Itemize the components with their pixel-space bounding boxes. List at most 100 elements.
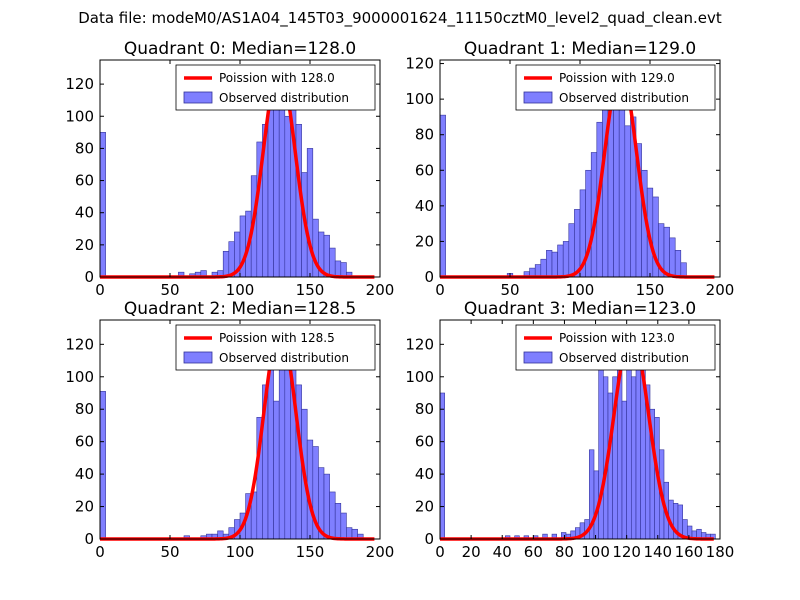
histogram-bar	[631, 376, 637, 540]
chart-title: Quadrant 0: Median=128.0	[124, 39, 356, 59]
histogram-bar	[574, 209, 581, 278]
x-tick-label: 120	[612, 543, 641, 561]
chart-panel-3: 0 20 40 60 80 100 120 140 160 180020406080100120Q…	[405, 299, 734, 561]
histogram-bar	[602, 84, 609, 278]
x-tick-label: 200	[366, 543, 395, 561]
chart-panel-1: 0 50 100 150 200 0 20 40 60 80 100 120 Quadrant 1: M…	[405, 39, 734, 299]
x-tick-label: 100	[566, 281, 595, 299]
x-tick-label: 50	[160, 543, 179, 561]
x-tick-label: 180	[706, 543, 735, 561]
legend-hist-label: Observed distribution	[559, 91, 689, 105]
histogram-bar	[340, 262, 347, 278]
histogram-bar	[267, 107, 274, 278]
histogram-bar	[551, 251, 558, 278]
histogram-bar	[618, 89, 626, 278]
histogram-bar	[323, 473, 330, 540]
y-tick-label: 80	[75, 139, 94, 157]
chart-panel-0: 0 50 100 150 200 0 20 40 60 80 100 120 Quadrant 0: M…	[65, 39, 394, 299]
y-tick-label: 20	[75, 498, 94, 516]
histogram-bar	[99, 132, 106, 278]
x-tick-label: 80	[555, 543, 574, 561]
x-tick-label: 50	[160, 281, 179, 299]
y-tick-label: 60	[75, 172, 94, 190]
y-tick-label: 80	[75, 400, 94, 418]
legend-fit-label: Poission with 123.0	[559, 331, 675, 345]
x-tick-label: 140	[643, 543, 672, 561]
y-tick-label: 40	[415, 465, 434, 483]
legend-hist-swatch	[183, 91, 213, 104]
histogram-bar	[329, 491, 336, 540]
y-tick-label: 100	[65, 368, 94, 386]
x-tick-label: 0	[95, 281, 105, 299]
histogram-bar	[663, 226, 670, 278]
histogram-bar	[329, 247, 336, 278]
y-tick-label: 20	[75, 236, 94, 254]
histogram-bar	[557, 244, 564, 278]
x-tick-label: 0	[435, 543, 445, 561]
x-tick-label: 60	[524, 543, 543, 561]
histogram-bar	[534, 264, 542, 278]
x-tick-label: 100	[581, 543, 610, 561]
histogram-bar	[284, 357, 291, 540]
chart-title: Quadrant 2: Median=128.5	[124, 299, 356, 319]
legend-hist-swatch	[523, 91, 553, 104]
histogram-bar	[439, 114, 446, 278]
histogram-bar	[340, 512, 347, 540]
legend-fit-label: Poission with 128.0	[219, 71, 335, 85]
histogram-bar	[626, 360, 632, 540]
histogram-bar	[439, 392, 445, 540]
x-tick-label: 100	[226, 543, 255, 561]
histogram-bar	[635, 344, 641, 540]
legend-hist-label: Observed distribution	[219, 351, 349, 365]
chart-title: Quadrant 3: Median=123.0	[464, 299, 696, 319]
histogram-bar	[669, 237, 676, 278]
y-tick-label: 80	[415, 400, 434, 418]
legend-hist-label: Observed distribution	[219, 91, 349, 105]
histogram-bar	[334, 503, 342, 540]
y-tick-label: 100	[65, 107, 94, 125]
histogram-bar	[624, 125, 631, 278]
y-tick-label: 100	[405, 368, 434, 386]
x-tick-label: 200	[706, 281, 735, 299]
y-tick-label: 60	[415, 433, 434, 451]
y-tick-label: 80	[415, 126, 434, 144]
x-tick-label: 0	[435, 281, 445, 299]
plot-frame	[439, 319, 721, 540]
chart-title: Quadrant 1: Median=129.0	[464, 39, 696, 59]
y-tick-label: 60	[75, 433, 94, 451]
y-tick-label: 120	[65, 75, 94, 93]
y-tick-label: 40	[75, 204, 94, 222]
histogram-bar	[598, 363, 604, 540]
y-tick-label: 0	[84, 268, 94, 286]
y-tick-label: 40	[75, 465, 94, 483]
figure-suptitle: Data file: modeM0/AS1A04_145T03_90000016…	[78, 9, 722, 28]
histogram-bar	[546, 250, 553, 278]
y-tick-label: 20	[415, 232, 434, 250]
histogram-bar	[674, 250, 682, 278]
x-tick-label: 20	[462, 543, 481, 561]
histogram-bar	[621, 400, 627, 540]
histogram-bar	[99, 391, 106, 540]
histogram-bar	[267, 363, 274, 540]
histogram-bar	[334, 260, 342, 278]
y-tick-label: 0	[424, 268, 434, 286]
x-tick-label: 150	[636, 281, 665, 299]
y-tick-label: 40	[415, 197, 434, 215]
histogram-bar	[562, 241, 570, 278]
x-tick-label: 160	[675, 543, 704, 561]
x-tick-label: 100	[226, 281, 255, 299]
histogram-bar	[680, 262, 687, 278]
histogram-bar	[222, 250, 230, 278]
histogram-bar	[278, 368, 286, 540]
y-tick-label: 20	[415, 498, 434, 516]
x-tick-label: 200	[366, 281, 395, 299]
y-tick-label: 60	[415, 161, 434, 179]
x-tick-label: 50	[500, 281, 519, 299]
legend-hist-label: Observed distribution	[559, 351, 689, 365]
y-tick-label: 0	[424, 530, 434, 548]
x-tick-label: 0	[95, 543, 105, 561]
histogram-bar	[568, 223, 575, 278]
histogram-bar	[607, 392, 613, 540]
histogram-bar	[323, 234, 330, 278]
